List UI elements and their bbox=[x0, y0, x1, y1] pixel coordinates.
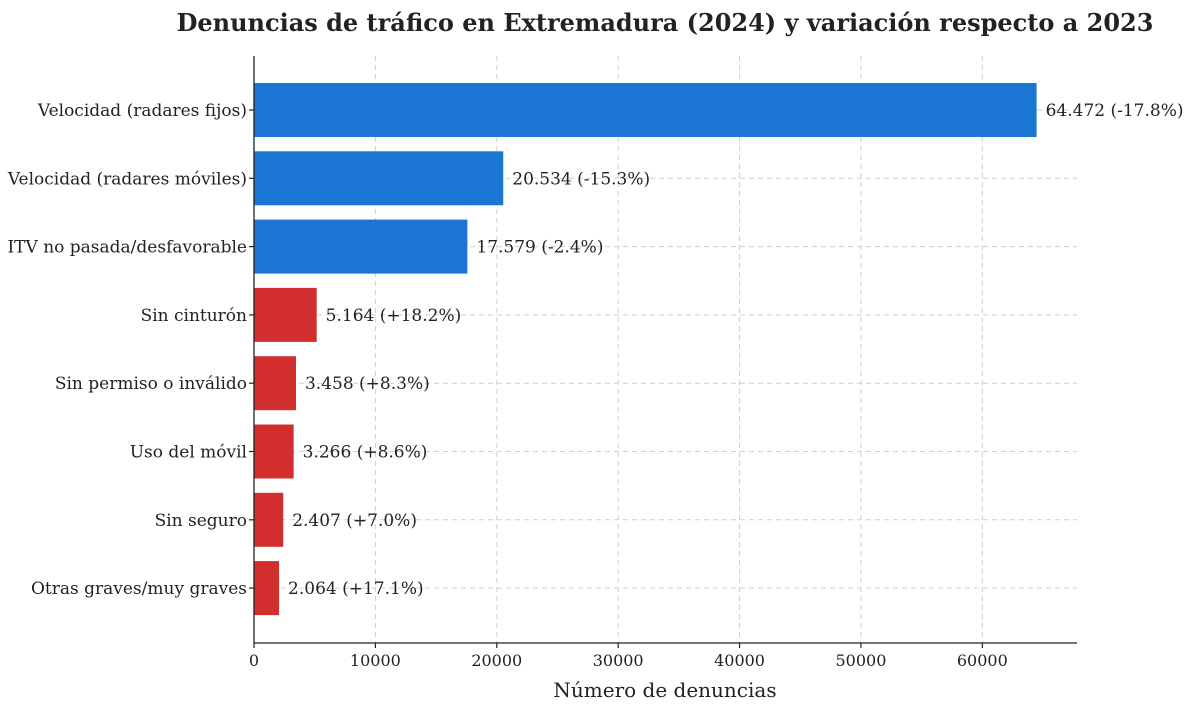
data-label: 2.064 (+17.1%) bbox=[288, 579, 424, 599]
bar bbox=[254, 492, 284, 547]
x-tick-label: 0 bbox=[249, 651, 259, 670]
category-label: Velocidad (radares móviles) bbox=[7, 169, 247, 189]
category-label: Otras graves/muy graves bbox=[31, 579, 247, 599]
category-label: Sin cinturón bbox=[141, 306, 247, 326]
x-tick-label: 20000 bbox=[471, 651, 522, 670]
data-label: 20.534 (-15.3%) bbox=[512, 169, 650, 189]
x-tick-label: 30000 bbox=[593, 651, 644, 670]
bar bbox=[254, 561, 280, 616]
data-labels: 64.472 (-17.8%) 20.534 (-15.3%) 17.579 (-2… bbox=[288, 101, 1183, 599]
data-label: 64.472 (-17.8%) bbox=[1046, 101, 1184, 121]
bar bbox=[254, 83, 1037, 137]
data-label: 5.164 (+18.2%) bbox=[326, 306, 462, 326]
category-label: Velocidad (radares fijos) bbox=[37, 101, 247, 121]
chart-title: Denuncias de tráfico en Extremadura (202… bbox=[177, 8, 1154, 37]
bar bbox=[254, 219, 468, 274]
bar bbox=[254, 287, 317, 342]
axes: 0 10000 20000 30000 40000 50000 60000 bbox=[249, 56, 1077, 670]
category-label: Sin seguro bbox=[155, 511, 247, 531]
bar bbox=[254, 356, 296, 411]
category-label: Uso del móvil bbox=[130, 443, 247, 463]
category-label: Sin permiso o inválido bbox=[55, 374, 247, 394]
x-axis-label: Número de denuncias bbox=[553, 678, 776, 702]
category-label: ITV no pasada/desfavorable bbox=[7, 238, 247, 258]
data-label: 3.266 (+8.6%) bbox=[303, 443, 428, 463]
bar bbox=[254, 151, 504, 206]
data-label: 2.407 (+7.0%) bbox=[292, 511, 417, 531]
data-label: 3.458 (+8.3%) bbox=[305, 374, 430, 394]
x-tick-label: 10000 bbox=[350, 651, 401, 670]
x-tick-label: 40000 bbox=[714, 651, 765, 670]
bars bbox=[254, 83, 1037, 616]
x-tick-label: 60000 bbox=[957, 651, 1008, 670]
category-labels: Velocidad (radares fijos) Velocidad (rada… bbox=[7, 101, 247, 599]
x-tick-label: 50000 bbox=[835, 651, 886, 670]
bar bbox=[254, 424, 294, 479]
data-label: 17.579 (-2.4%) bbox=[476, 238, 603, 258]
grid-lines bbox=[253, 56, 1077, 643]
